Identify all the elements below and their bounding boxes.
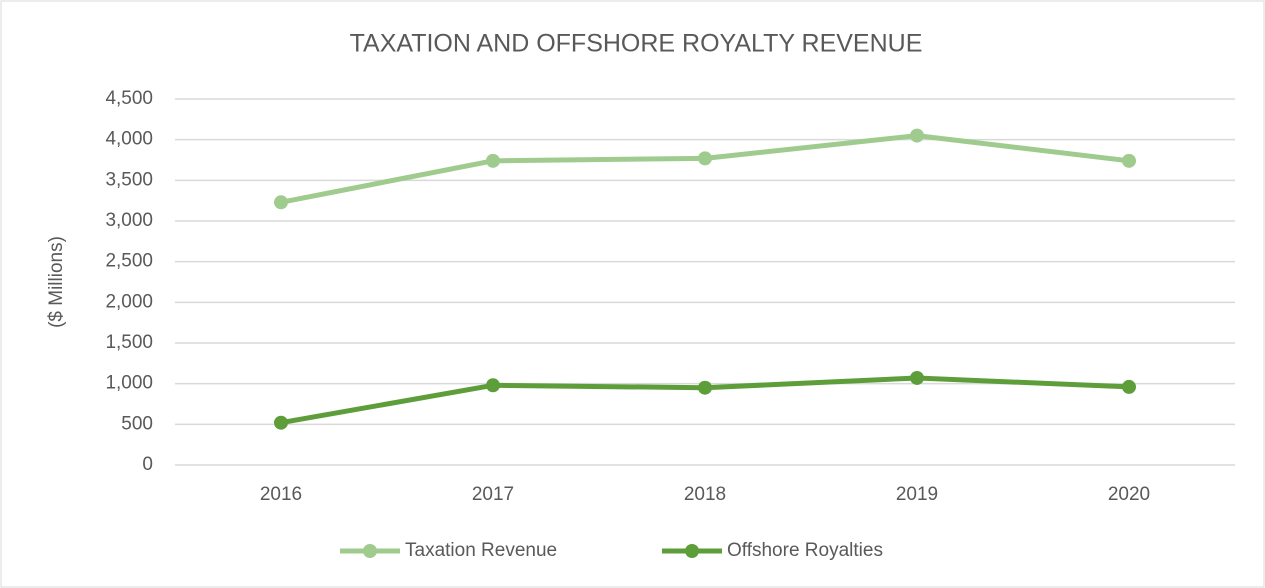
data-point: [274, 415, 288, 430]
x-tick-label: 2018: [684, 484, 726, 505]
data-point: [486, 153, 500, 168]
data-point: [1122, 379, 1136, 394]
y-tick-label: 0: [142, 454, 153, 475]
y-tick-label: 3,500: [105, 169, 153, 190]
y-tick-label: 2,500: [105, 251, 153, 272]
x-tick-label: 2016: [260, 484, 302, 505]
data-point: [698, 151, 712, 166]
legend-label: Offshore Royalties: [727, 540, 883, 561]
data-point: [910, 370, 924, 385]
y-tick-label: 500: [121, 413, 153, 434]
legend-marker: [685, 544, 699, 558]
y-axis-label: ($ Millions): [46, 236, 67, 328]
data-point: [274, 195, 288, 210]
data-point: [698, 380, 712, 395]
y-tick-label: 2,000: [105, 291, 153, 312]
y-tick-label: 3,000: [105, 210, 153, 231]
chart-title: TAXATION AND OFFSHORE ROYALTY REVENUE: [350, 30, 923, 58]
data-point: [910, 128, 924, 143]
y-tick-label: 1,000: [105, 373, 153, 394]
x-tick-label: 2019: [896, 484, 938, 505]
x-tick-label: 2020: [1108, 484, 1150, 505]
y-tick-label: 4,000: [105, 129, 153, 150]
y-tick-label: 1,500: [105, 332, 153, 353]
y-tick-label: 4,500: [105, 88, 153, 109]
legend-label: Taxation Revenue: [405, 540, 557, 561]
data-point: [1122, 153, 1136, 168]
x-tick-label: 2017: [472, 484, 514, 505]
data-point: [486, 378, 500, 393]
legend-marker: [363, 544, 377, 558]
